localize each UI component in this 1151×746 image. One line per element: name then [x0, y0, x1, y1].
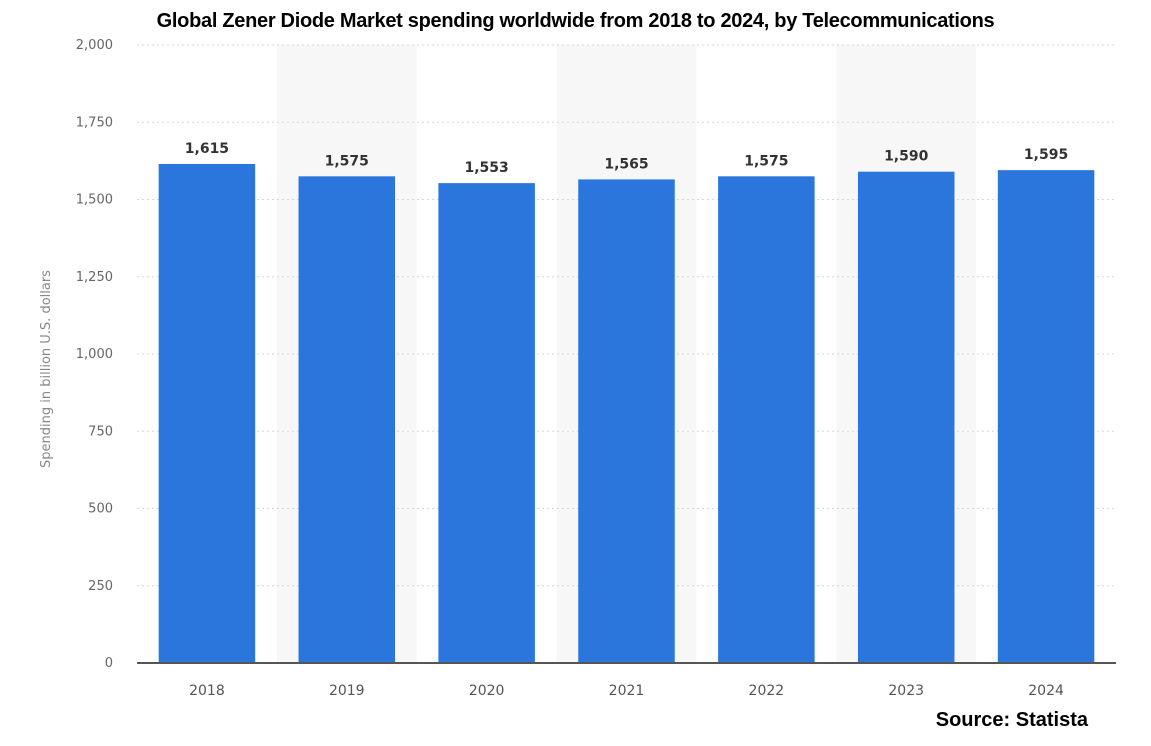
y-tick-label: 1,000: [76, 347, 113, 362]
data-label: 1,590: [884, 149, 929, 165]
y-tick-label: 750: [88, 424, 113, 439]
bar: [578, 179, 675, 664]
y-tick-label: 0: [105, 656, 113, 671]
y-tick-label: 1,750: [76, 115, 113, 130]
data-label: 1,575: [325, 153, 369, 169]
y-tick-label: 500: [88, 502, 113, 517]
x-tick-label: 2021: [609, 683, 645, 699]
bar: [438, 183, 535, 664]
bar: [997, 170, 1095, 663]
x-tick-label: 2019: [329, 683, 365, 699]
bar: [857, 171, 955, 663]
data-label: 1,575: [744, 153, 788, 169]
bar: [298, 176, 396, 663]
bars: [158, 163, 1095, 664]
source-note: Source: Statista: [935, 709, 1088, 731]
y-tick-label: 1,500: [76, 193, 113, 208]
x-axis-ticks: 2018 2019 2020 2021 2022 2023 2024: [189, 683, 1064, 699]
x-tick-label: 2023: [888, 683, 924, 699]
bar: [718, 176, 815, 663]
x-tick-label: 2024: [1028, 683, 1064, 699]
x-tick-label: 2020: [469, 683, 505, 699]
x-tick-label: 2018: [189, 683, 225, 699]
y-axis-ticks: 0 250 500 750 1,000 1,250 1,500 1,750 2,000: [76, 38, 113, 671]
y-axis-label: Spending in billion U.S. dollars: [39, 270, 54, 468]
data-label: 1,615: [185, 141, 229, 157]
y-tick-label: 250: [88, 579, 113, 594]
x-tick-label: 2022: [749, 683, 785, 699]
data-label: 1,595: [1024, 147, 1068, 163]
data-label: 1,553: [464, 160, 508, 176]
bar: [158, 163, 256, 663]
chart-title: Global Zener Diode Market spending world…: [156, 10, 995, 32]
y-tick-label: 2,000: [76, 38, 113, 53]
y-tick-label: 1,250: [76, 270, 113, 285]
data-labels: 1,615 1,575 1,553 1,565 1,575 1,590 1,595: [185, 141, 1068, 176]
data-label: 1,565: [604, 156, 648, 172]
